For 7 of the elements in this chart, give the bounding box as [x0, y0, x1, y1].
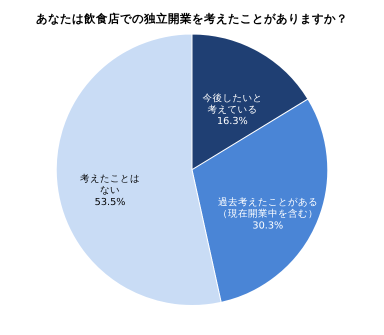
slice-label: 考えたことはない [80, 172, 140, 196]
chart-title: あなたは飲食店での独立開業を考えたことがありますか？ [36, 11, 348, 26]
data-label: 30.3% [252, 220, 284, 232]
data-label: 16.3% [216, 116, 248, 128]
slice-label: 今後したいと考えている [202, 92, 262, 116]
slice-label: 過去考えたことがある（現在開業中を含む） [218, 196, 318, 220]
data-label: 53.5% [94, 196, 126, 208]
